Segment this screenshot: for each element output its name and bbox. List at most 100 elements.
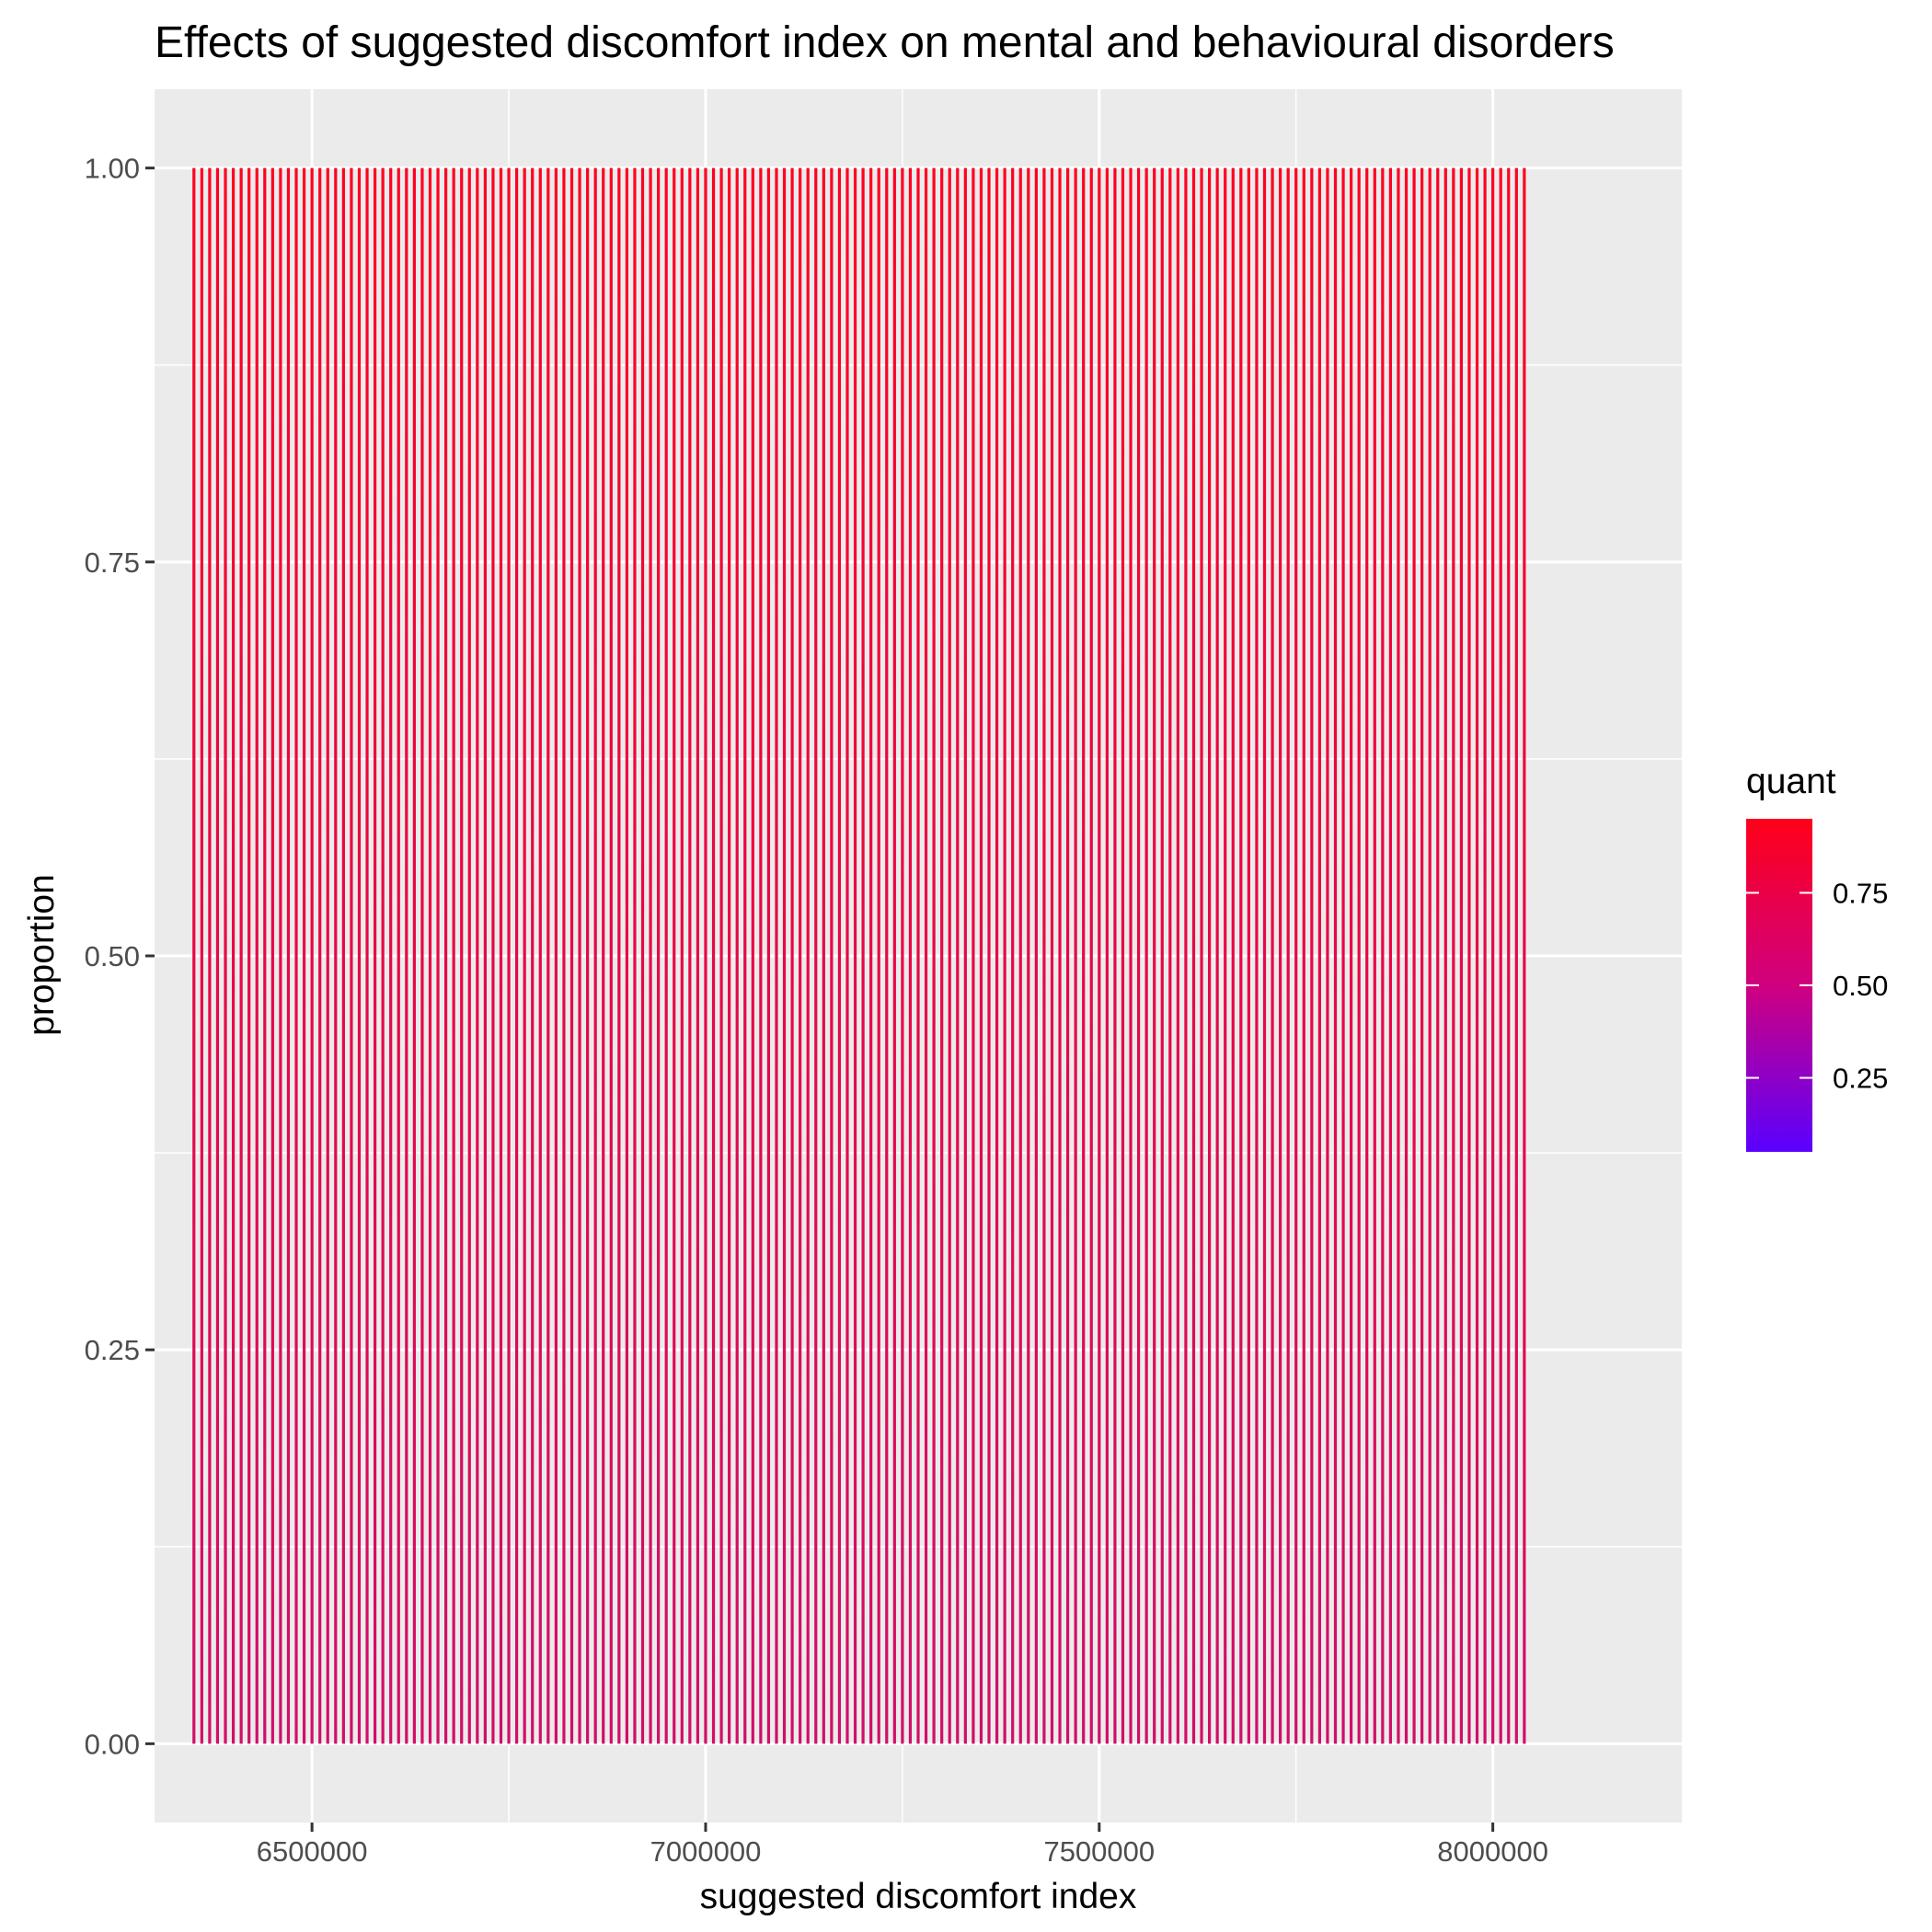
series-line: [649, 167, 652, 1744]
series-line: [1428, 167, 1432, 1744]
series-line: [1231, 167, 1235, 1744]
series-line: [357, 167, 362, 1744]
series-line: [255, 167, 259, 1744]
series-line: [200, 167, 203, 1744]
series-line: [397, 167, 400, 1744]
series-line: [932, 167, 936, 1744]
series-line: [412, 167, 416, 1744]
series-line: [1105, 167, 1109, 1744]
series-line: [806, 167, 810, 1744]
series-line: [452, 167, 455, 1744]
series-line: [326, 167, 329, 1744]
series-line: [688, 167, 692, 1744]
series-line: [239, 167, 243, 1744]
series-line: [499, 167, 503, 1744]
series-line: [373, 167, 377, 1744]
series-line: [1279, 167, 1282, 1744]
series-line: [861, 167, 865, 1744]
series-line: [609, 167, 613, 1744]
series-line: [1357, 167, 1361, 1744]
series-line: [365, 167, 369, 1744]
series-line: [1113, 167, 1117, 1744]
series-line: [625, 167, 629, 1744]
series-line: [1350, 167, 1353, 1744]
series-line: [460, 167, 464, 1744]
series-line: [247, 167, 251, 1744]
series-line: [443, 167, 448, 1744]
series-line: [728, 167, 731, 1744]
series-line: [673, 167, 676, 1744]
series-line: [318, 167, 322, 1744]
series-line: [279, 167, 282, 1744]
series-line: [1317, 167, 1321, 1744]
series-line: [1074, 167, 1077, 1744]
series-line: [617, 167, 621, 1744]
series-line: [1467, 167, 1471, 1744]
series-line: [420, 167, 424, 1744]
series-line: [538, 167, 542, 1744]
series-line: [948, 167, 951, 1744]
series-line: [554, 167, 558, 1744]
series-line: [1262, 167, 1267, 1744]
x-tick-label: 8000000: [1437, 1835, 1548, 1868]
series-line: [1420, 167, 1424, 1744]
series-line: [814, 167, 818, 1744]
series-line: [782, 167, 787, 1744]
series-line: [940, 167, 944, 1744]
series-line: [696, 167, 700, 1744]
series-line: [877, 167, 880, 1744]
series-line: [1404, 167, 1409, 1744]
series-line: [231, 167, 236, 1744]
series-line: [869, 167, 873, 1744]
series-line: [350, 167, 353, 1744]
series-line: [1507, 167, 1511, 1744]
series-line: [1034, 167, 1038, 1744]
series-line: [995, 167, 999, 1744]
x-tick-label: 6500000: [257, 1835, 368, 1868]
series-line: [963, 167, 967, 1744]
series-line: [704, 167, 707, 1744]
series-line: [1050, 167, 1054, 1744]
series-line: [1136, 167, 1141, 1744]
series-line: [334, 167, 338, 1744]
series-line: [531, 167, 535, 1744]
series-line: [215, 167, 220, 1744]
series-line: [1184, 167, 1188, 1744]
series-line: [1191, 167, 1196, 1744]
series-line: [1239, 167, 1243, 1744]
series-line: [1215, 167, 1219, 1744]
series-line: [640, 167, 645, 1744]
series-line: [1310, 167, 1314, 1744]
series-line: [1436, 167, 1440, 1744]
series-line: [1302, 167, 1305, 1744]
series-line: [436, 167, 440, 1744]
series-line: [1388, 167, 1393, 1744]
series-line: [719, 167, 723, 1744]
series-line: [294, 167, 298, 1744]
series-line: [1459, 167, 1464, 1744]
series-line: [381, 167, 385, 1744]
series-line: [341, 167, 345, 1744]
series-line: [1412, 167, 1416, 1744]
series-line: [1341, 167, 1345, 1744]
series-line: [908, 167, 913, 1744]
series-line: [515, 167, 519, 1744]
series-line: [1483, 167, 1487, 1744]
series-line: [286, 167, 291, 1744]
legend: quant 0.25 0.50 0.75: [1746, 762, 1888, 1152]
series-line: [1255, 167, 1259, 1744]
series-line: [310, 167, 314, 1744]
series-line: [1200, 167, 1203, 1744]
series-line: [956, 167, 960, 1744]
series-line: [664, 167, 668, 1744]
series-line: [845, 167, 849, 1744]
series-line: [1042, 167, 1046, 1744]
series-line: [924, 167, 928, 1744]
series-line: [1207, 167, 1212, 1744]
series-line: [1082, 167, 1086, 1744]
series-line: [830, 167, 834, 1744]
legend-title: quant: [1746, 762, 1836, 801]
series-line: [1089, 167, 1093, 1744]
series-line: [892, 167, 896, 1744]
series-line: [1523, 167, 1526, 1744]
